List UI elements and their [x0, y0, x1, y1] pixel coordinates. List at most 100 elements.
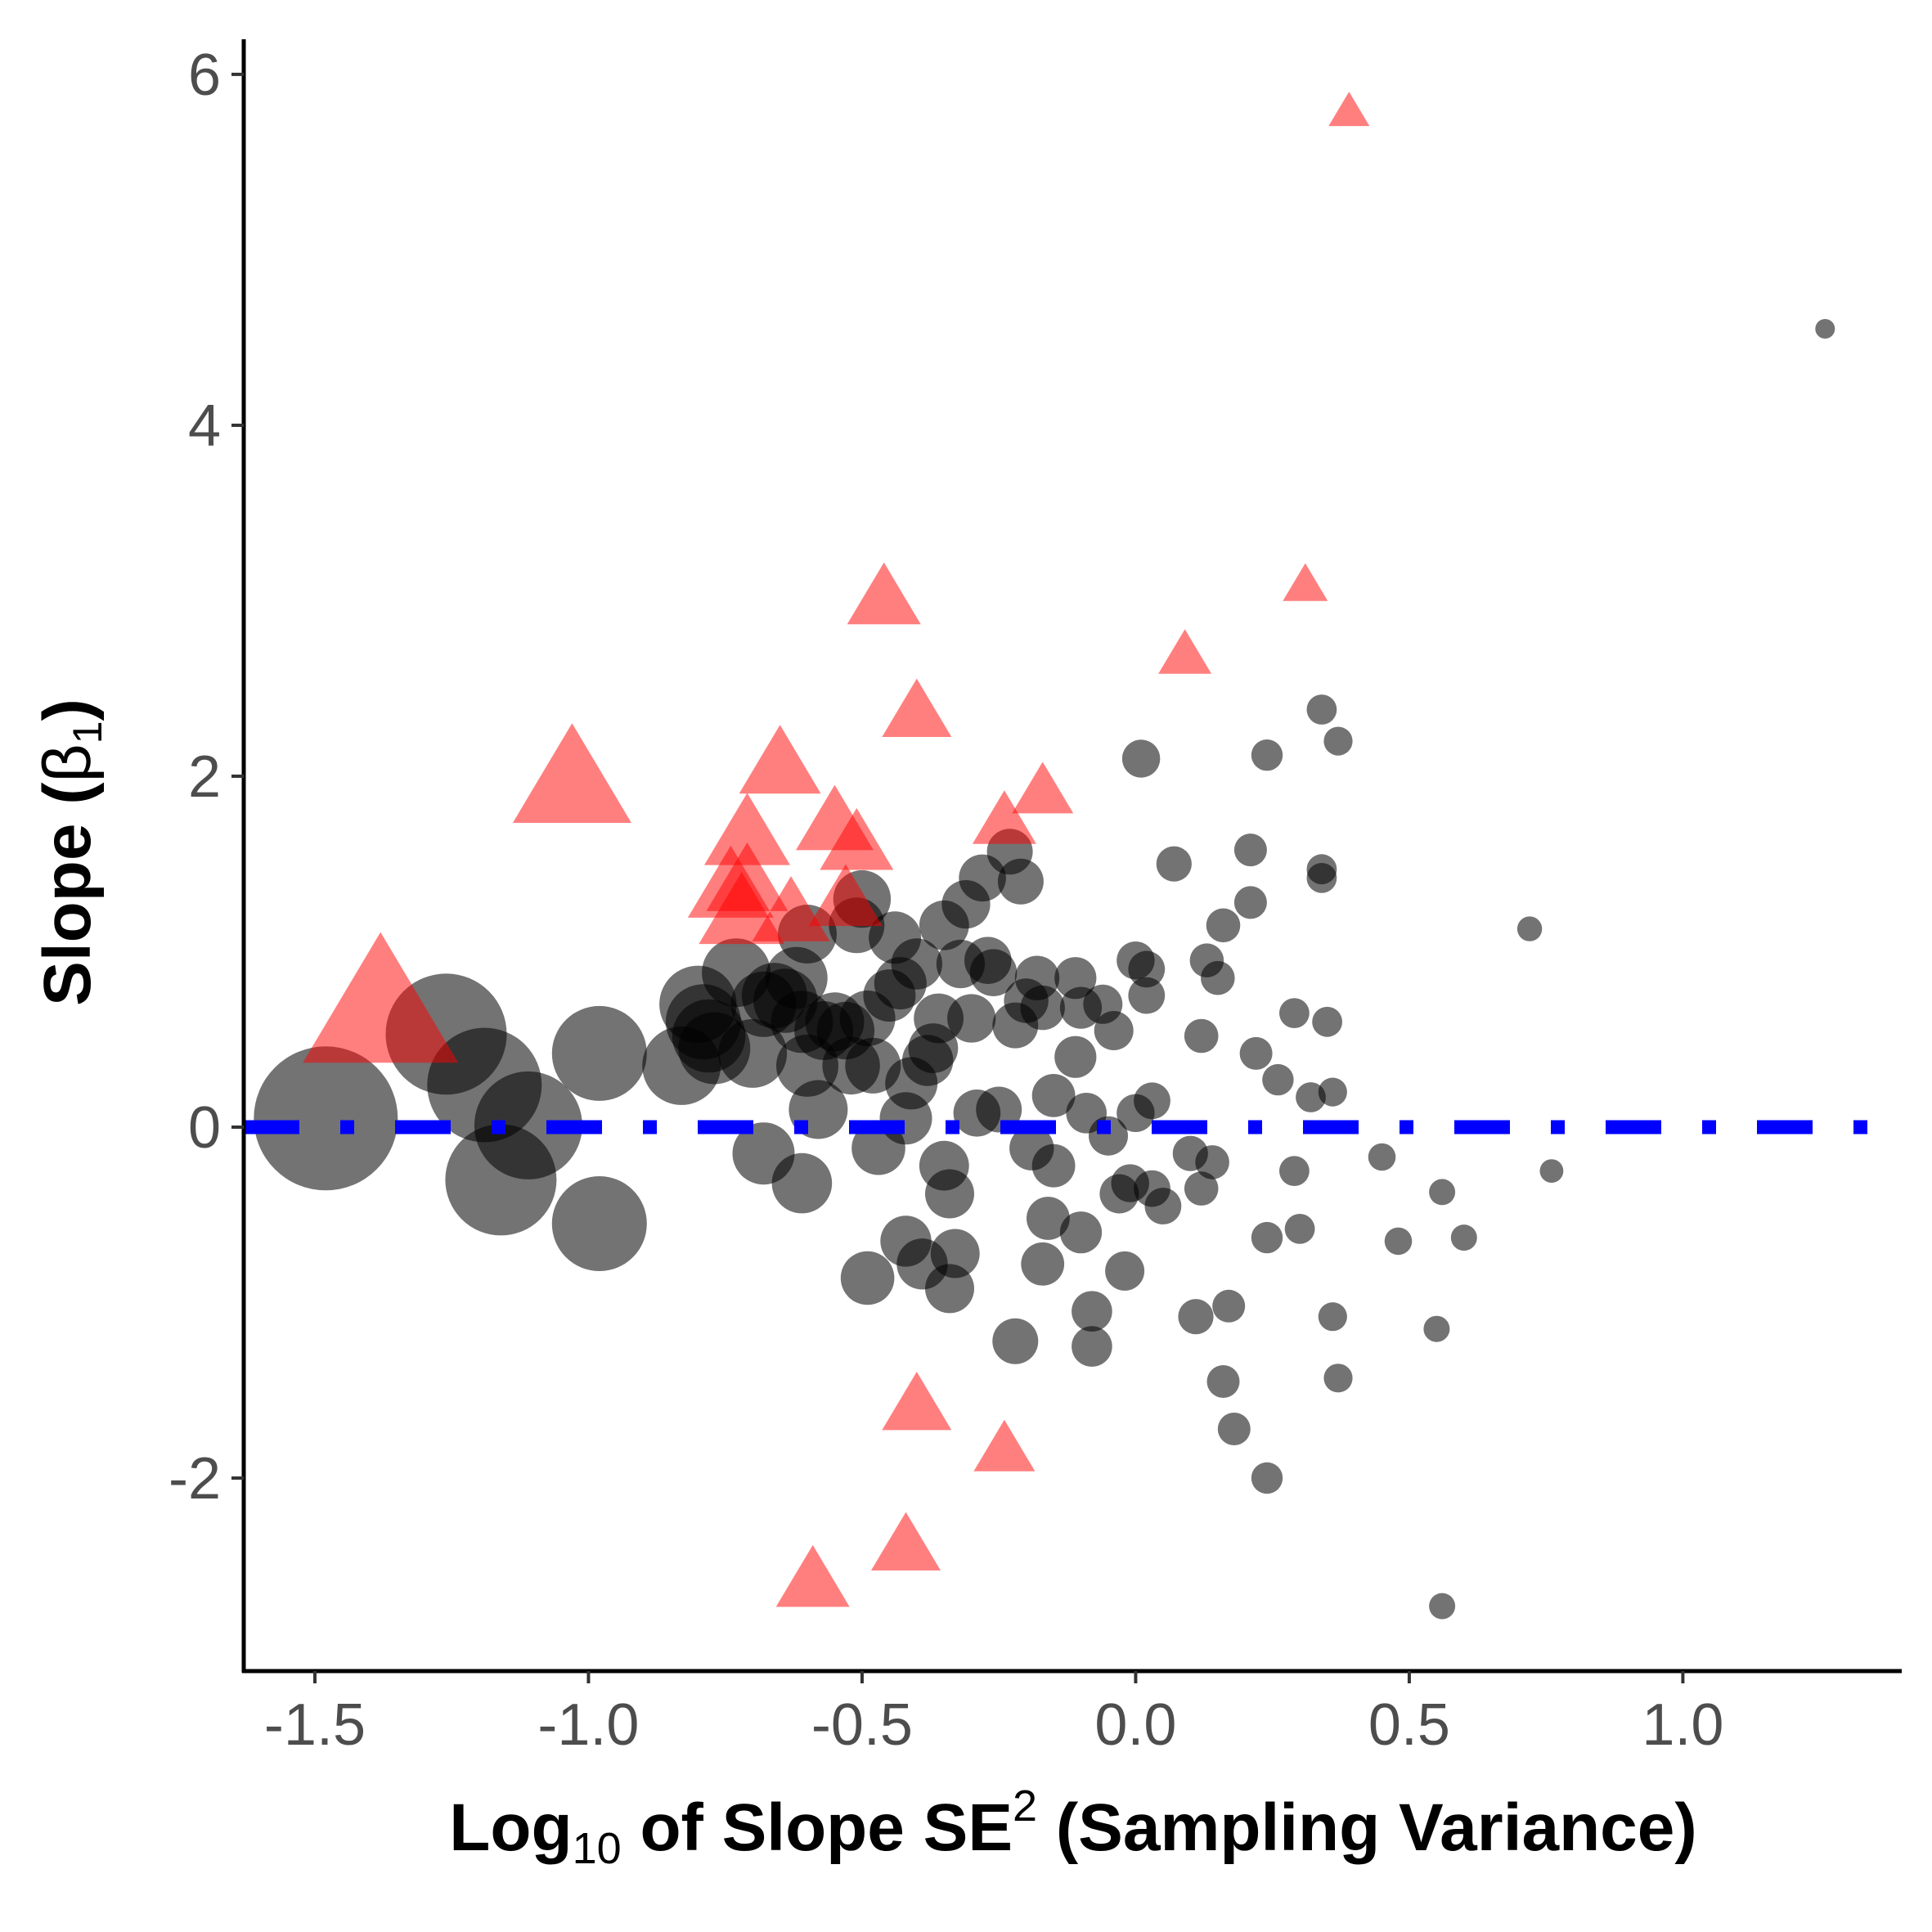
circle-point-114 [1306, 694, 1337, 725]
circle-point-93 [1178, 1299, 1214, 1335]
circle-point-47 [925, 1169, 974, 1219]
circle-point-113 [1296, 1082, 1326, 1112]
y-tick-label-2: 2 [188, 744, 221, 810]
x-axis-title: Log10 of Slope SE2 (Sampling Variance) [449, 1781, 1696, 1873]
circle-point-98 [1201, 960, 1235, 995]
circle-point-67 [1027, 1197, 1070, 1240]
circle-point-117 [1312, 1006, 1342, 1037]
triangle-point-1 [512, 723, 631, 823]
triangle-point-11 [847, 562, 921, 625]
circle-point-90 [1144, 1188, 1182, 1224]
circle-point-94 [1184, 1018, 1219, 1054]
x-tick-label-5: 1.0 [1642, 1692, 1723, 1758]
circle-point-21 [771, 1152, 833, 1214]
triangle-point-21 [1328, 92, 1370, 127]
triangle-point-10 [820, 807, 894, 870]
circle-point-128 [1516, 916, 1543, 941]
circle-point-116 [1306, 863, 1337, 893]
triangle-point-18 [973, 1419, 1036, 1471]
triangle-point-6 [739, 725, 821, 794]
circle-series [254, 319, 1835, 1620]
circle-point-56 [969, 949, 1018, 996]
circle-point-100 [1206, 1365, 1240, 1398]
circle-point-103 [1233, 833, 1267, 867]
x-tick-label-1: -1.0 [537, 1692, 639, 1758]
circle-point-32 [840, 1251, 895, 1305]
triangle-point-9 [808, 864, 883, 927]
x-tick-label-4: 0.5 [1368, 1692, 1450, 1758]
circle-point-39 [891, 938, 943, 990]
triangle-point-0 [303, 932, 459, 1063]
triangle-series [303, 92, 1370, 1607]
triangle-point-17 [1012, 762, 1074, 814]
circle-point-122 [1368, 1143, 1396, 1171]
x-tick-label-2: -0.5 [811, 1692, 913, 1758]
circle-point-65 [1020, 985, 1065, 1031]
circle-point-60 [997, 858, 1044, 905]
x-tick-label-3: 0.0 [1094, 1692, 1176, 1758]
circle-point-6 [551, 1176, 647, 1271]
circle-point-102 [1217, 1413, 1251, 1445]
x-title-part-4: (Sampling Variance) [1037, 1790, 1697, 1865]
circle-point-119 [1318, 1302, 1347, 1332]
circle-point-87 [1128, 950, 1166, 988]
circle-point-83 [1121, 739, 1161, 778]
circle-point-79 [1094, 1011, 1134, 1050]
circle-point-105 [1239, 1036, 1273, 1070]
circle-point-108 [1251, 1462, 1283, 1494]
circle-point-61 [992, 1318, 1039, 1364]
circle-point-73 [1059, 1211, 1103, 1254]
y-title-part-0: Slope ( [30, 782, 105, 1006]
triangle-point-20 [1283, 563, 1328, 601]
circle-point-125 [1429, 1179, 1456, 1206]
circle-point-66 [1021, 1242, 1065, 1286]
y-title-part-2: 1 [65, 721, 110, 744]
circle-point-106 [1251, 739, 1283, 771]
circle-point-76 [1072, 1326, 1112, 1367]
circle-point-99 [1206, 908, 1241, 943]
circle-point-110 [1279, 998, 1310, 1028]
circle-point-0 [254, 1046, 398, 1191]
x-tick-label-0: -1.5 [264, 1692, 366, 1758]
circle-point-127 [1450, 1224, 1477, 1251]
circle-point-109 [1262, 1063, 1294, 1096]
circle-point-126 [1429, 1593, 1456, 1620]
circle-point-95 [1184, 1171, 1219, 1206]
circle-point-75 [1072, 1291, 1112, 1332]
triangle-point-4 [704, 793, 790, 865]
circle-point-68 [1031, 1074, 1076, 1117]
circle-point-124 [1423, 1315, 1450, 1342]
x-title-part-3: 2 [1013, 1781, 1037, 1831]
y-tick-label-0: -2 [168, 1446, 221, 1512]
circle-point-97 [1195, 1145, 1229, 1179]
circle-point-123 [1384, 1227, 1413, 1256]
circle-point-118 [1318, 1077, 1347, 1107]
circle-point-86 [1128, 977, 1166, 1014]
triangle-point-13 [882, 1372, 952, 1431]
x-title-part-0: Log [449, 1790, 572, 1865]
circle-point-129 [1539, 1159, 1564, 1183]
triangle-point-16 [972, 790, 1036, 844]
circle-point-120 [1323, 726, 1353, 756]
triangle-point-5 [706, 842, 789, 911]
circle-point-91 [1156, 846, 1192, 882]
circle-point-121 [1323, 1364, 1353, 1393]
circle-point-49 [925, 1264, 974, 1314]
circle-point-111 [1279, 1156, 1310, 1186]
circle-point-69 [1031, 1143, 1076, 1188]
triangle-point-15 [775, 1544, 850, 1607]
triangle-point-12 [882, 678, 952, 737]
circle-point-52 [947, 994, 996, 1043]
circle-point-130 [1815, 319, 1835, 339]
circle-point-112 [1284, 1214, 1315, 1244]
y-tick-label-3: 4 [188, 393, 221, 459]
y-axis-title: Slope (β1) [30, 699, 110, 1006]
triangle-point-19 [1158, 629, 1212, 674]
circle-point-88 [1134, 1082, 1170, 1120]
circle-point-107 [1251, 1221, 1283, 1254]
x-title-part-1: 10 [573, 1824, 622, 1873]
x-title-part-2: of Slope SE [622, 1790, 1013, 1865]
y-title-part-3: ) [30, 699, 105, 721]
